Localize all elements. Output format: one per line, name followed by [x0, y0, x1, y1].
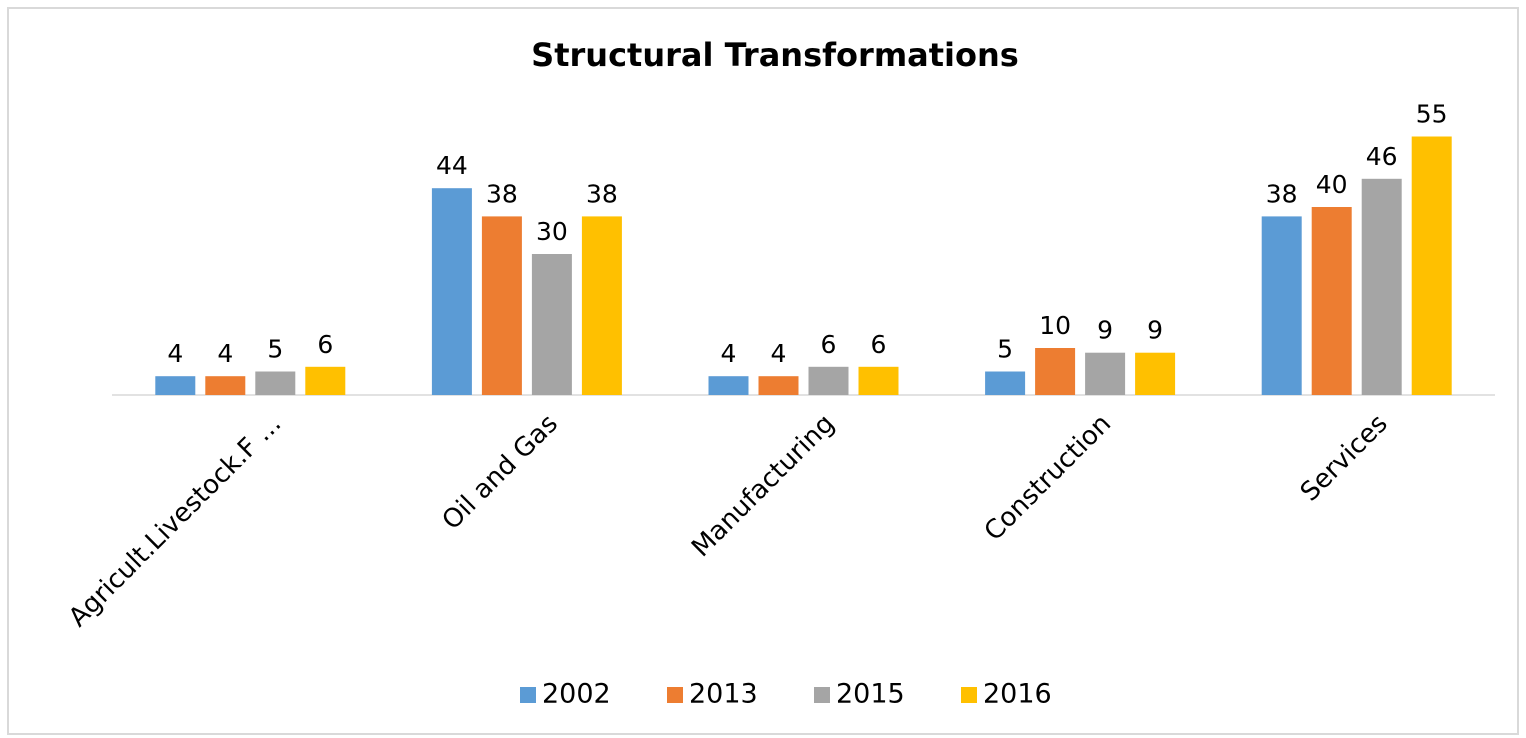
data-label: 5 — [997, 335, 1013, 364]
legend-label: 2002 — [542, 679, 611, 710]
data-label: 40 — [1316, 170, 1348, 199]
data-label: 46 — [1366, 142, 1398, 171]
bar — [758, 376, 799, 395]
bar — [708, 376, 749, 395]
data-label: 38 — [486, 179, 518, 208]
bar — [1035, 348, 1076, 395]
data-label: 6 — [821, 330, 837, 359]
bar — [1311, 207, 1352, 395]
data-label: 55 — [1416, 100, 1448, 129]
data-label: 5 — [267, 335, 283, 364]
bar — [481, 216, 522, 395]
data-label: 44 — [436, 151, 468, 180]
legend-label: 2015 — [836, 679, 905, 710]
data-label: 38 — [586, 179, 618, 208]
bar — [1085, 352, 1126, 395]
legend-swatch — [961, 687, 977, 703]
bar — [531, 254, 572, 395]
bar — [431, 188, 472, 395]
data-label: 9 — [1097, 316, 1113, 345]
chart-title: Structural Transformations — [531, 36, 1019, 74]
bar — [1135, 352, 1176, 395]
legend-label: 2016 — [983, 679, 1052, 710]
bar — [1361, 178, 1402, 395]
bar — [858, 366, 899, 395]
data-label: 30 — [536, 217, 568, 246]
legend-label: 2013 — [689, 679, 758, 710]
bar — [1261, 216, 1302, 395]
bar — [985, 371, 1026, 395]
data-label: 4 — [721, 339, 737, 368]
bar — [205, 376, 246, 395]
bar — [581, 216, 622, 395]
bar — [808, 366, 849, 395]
bar — [305, 366, 346, 395]
bar — [255, 371, 296, 395]
bar — [1411, 136, 1452, 395]
data-label: 38 — [1266, 179, 1298, 208]
data-label: 4 — [217, 339, 233, 368]
legend-swatch — [520, 687, 536, 703]
legend-swatch — [814, 687, 830, 703]
data-label: 10 — [1039, 311, 1071, 340]
legend-swatch — [667, 687, 683, 703]
bar — [155, 376, 196, 395]
data-label: 6 — [871, 330, 887, 359]
data-label: 4 — [167, 339, 183, 368]
data-label: 4 — [771, 339, 787, 368]
data-label: 9 — [1147, 316, 1163, 345]
data-label: 6 — [317, 330, 333, 359]
